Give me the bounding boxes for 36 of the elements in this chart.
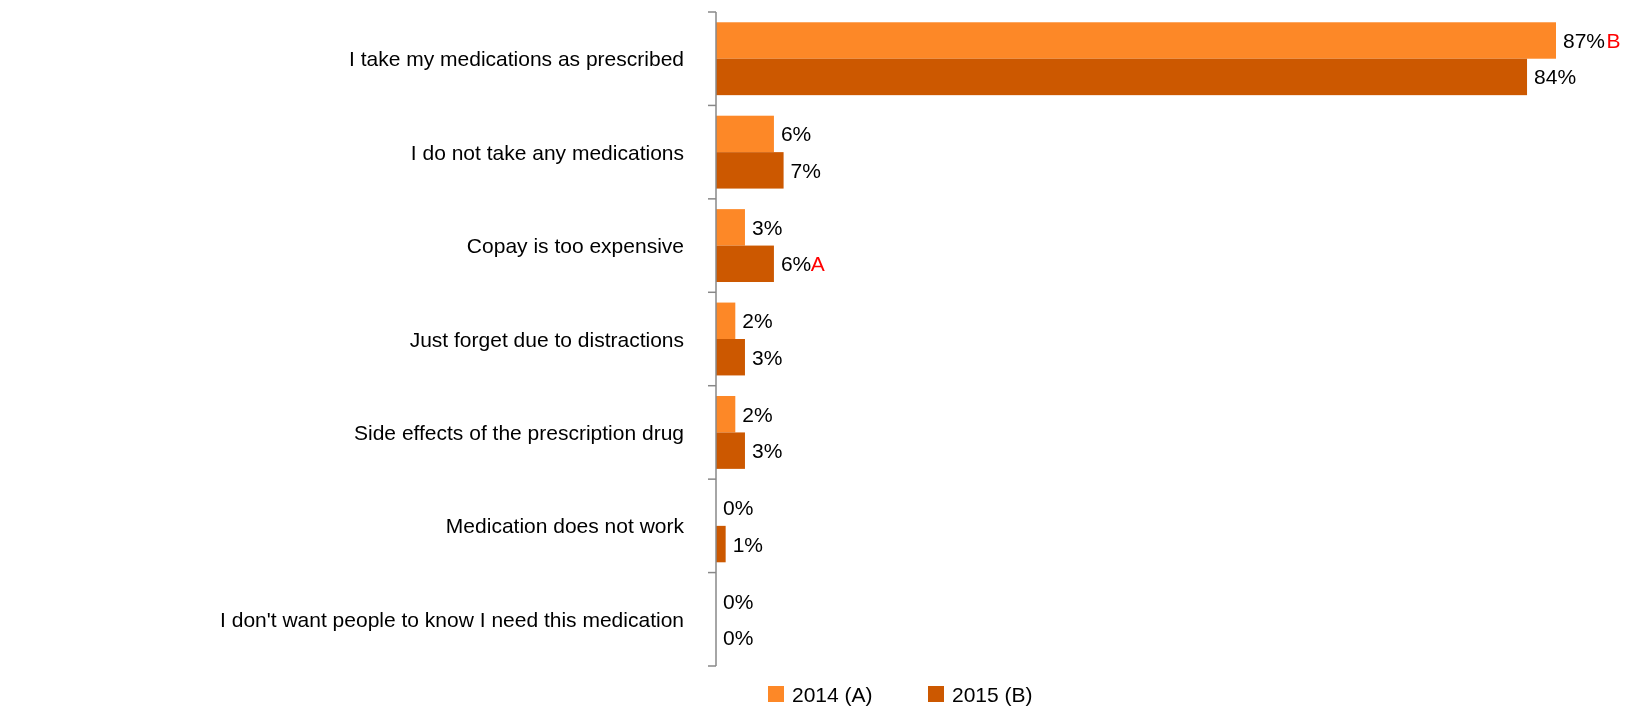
annotation: A — [810, 252, 825, 276]
bar — [716, 58, 1528, 96]
y-tick-label: Side effects of the prescription drug — [354, 420, 684, 444]
data-label: 3% — [751, 215, 783, 239]
data-label: 84% — [1534, 65, 1577, 89]
legend-label: 2014 (A) — [792, 682, 873, 706]
bar — [716, 152, 784, 189]
bar — [716, 209, 745, 246]
data-label: 0% — [723, 496, 754, 520]
y-tick-label: I take my medications as prescribed — [349, 47, 684, 71]
data-label: 3% — [751, 345, 783, 369]
data-label: 3% — [751, 439, 783, 463]
data-label: 87% — [1563, 29, 1606, 52]
data-label: 0% — [723, 589, 754, 613]
y-tick-label: I do not take any medications — [410, 140, 684, 164]
annotation: B — [1606, 29, 1621, 52]
bar — [716, 395, 736, 433]
bar — [716, 525, 726, 563]
data-label: 6% — [780, 252, 812, 276]
bar — [716, 115, 774, 153]
legend-label: 2015 (B) — [952, 682, 1033, 706]
bar — [716, 339, 745, 376]
bar — [716, 245, 774, 283]
data-label: 7% — [790, 158, 821, 182]
bar — [716, 432, 745, 469]
data-label: 2% — [742, 402, 773, 426]
y-tick-label: I don't want people to know I need this medication — [220, 607, 684, 631]
data-label: 1% — [732, 532, 764, 556]
bar — [716, 302, 736, 339]
data-label: 2% — [742, 309, 773, 333]
data-label: 0% — [723, 626, 754, 649]
y-tick-label: Medication does not work — [445, 514, 685, 538]
y-tick-label: Just forget due to distractions — [409, 327, 684, 351]
y-tick-label: Copay is too expensive — [466, 234, 684, 258]
data-label: 6% — [780, 122, 812, 146]
bar — [716, 22, 1556, 59]
